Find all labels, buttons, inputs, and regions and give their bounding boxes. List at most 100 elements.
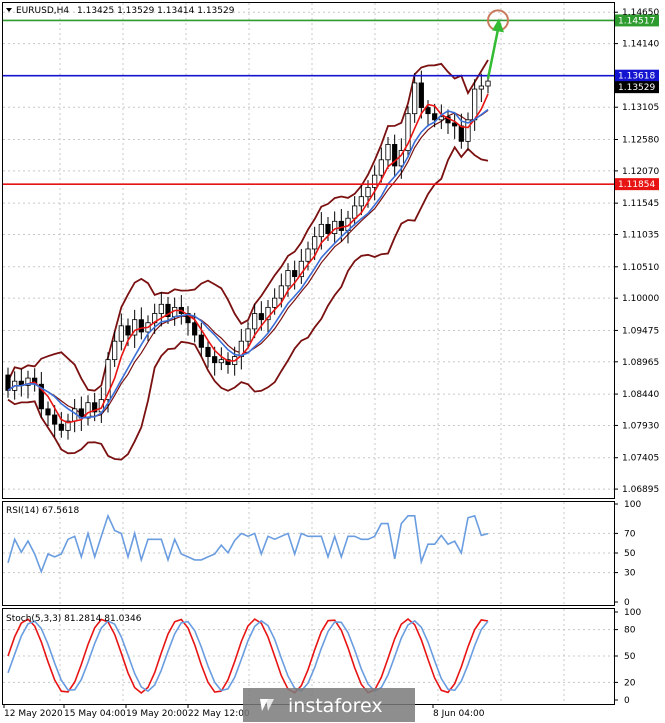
current-price-tag [615, 81, 659, 94]
bull-candle [485, 80, 491, 87]
fast-ma-line [7, 93, 489, 424]
bear-candle [392, 144, 398, 167]
upper-band-line [7, 59, 489, 392]
rsi-indicator: 100 70 50 30 0 [3, 500, 641, 608]
bull-candle [118, 325, 124, 342]
bear-candle [165, 303, 171, 318]
y-tick-label: 70 [624, 529, 636, 539]
bear-candle [418, 82, 424, 108]
y-tick-label: 80 [624, 626, 636, 636]
arrow-head [492, 18, 504, 33]
x-tick-label: 15 May 04:00 [64, 709, 126, 719]
bull-candle [358, 196, 364, 207]
bear-candle [58, 423, 64, 431]
y-tick-label: 50 [624, 652, 636, 662]
target-arrow [486, 9, 509, 79]
bear-candle [425, 107, 431, 115]
bull-candle [265, 306, 271, 321]
ohlc-label: 1.13425 1.13529 1.13414 1.13529 [77, 6, 235, 16]
bear-candle [212, 356, 218, 364]
bear-candle [338, 220, 344, 231]
bull-candle [332, 220, 338, 234]
bull-candle [132, 319, 138, 336]
y-tick-label: 1.13105 [622, 103, 659, 113]
resistance-tag [615, 69, 659, 82]
x-tick-label: 22 May 12:00 [188, 709, 250, 719]
bear-candle [258, 313, 264, 321]
bull-candle [312, 236, 318, 250]
x-tick-label: 8 Jun 04:00 [433, 709, 485, 719]
support-label: 1.11854 [618, 180, 655, 190]
time-axis: 12 May 2020 15 May 04:00 19 May 20:00 22 Ma… [3, 704, 485, 719]
main-line [7, 617, 489, 695]
bull-candle [478, 85, 484, 90]
watermark-text: instaforex [288, 695, 383, 717]
resistance-target-tag [615, 14, 659, 27]
bull-candle [25, 377, 31, 386]
bear-candle [452, 122, 458, 127]
y-tick-label: 1.12070 [622, 167, 659, 177]
bull-candle [272, 297, 278, 308]
bear-candle [125, 325, 131, 336]
y-tick-label: 1.14650 [622, 8, 659, 18]
y-tick-label: 1.08440 [622, 390, 659, 400]
y-tick-label: 1.14140 [622, 40, 659, 50]
bear-candle [185, 313, 191, 324]
bear-candle [432, 113, 438, 121]
bull-candle [318, 223, 324, 238]
bull-candle [465, 119, 471, 142]
price-axis: 1.14650 1.14140 1.13105 1.12580 1.12070 1.115… [614, 8, 659, 495]
y-tick-label: 0 [624, 598, 630, 608]
bear-candle [5, 374, 11, 391]
bull-candle [298, 260, 304, 278]
bear-candle [192, 322, 198, 336]
y-tick-label: 1.07930 [622, 421, 659, 431]
bull-candle [352, 205, 358, 219]
y-tick-label: 30 [624, 569, 636, 579]
current-price-label: 1.13529 [618, 83, 655, 93]
bull-candle [245, 328, 251, 342]
y-tick-label: 1.12580 [622, 136, 659, 146]
bear-candle [52, 414, 58, 425]
bear-candle [45, 408, 51, 416]
bull-candle [105, 359, 111, 401]
support-tag [615, 178, 659, 191]
bull-candle [365, 187, 371, 198]
y-tick-label: 1.06895 [622, 485, 659, 495]
moving-averages [7, 93, 489, 424]
resistance-label: 1.13618 [618, 72, 655, 82]
arrow-shaft [486, 29, 500, 79]
bull-candle [412, 82, 418, 115]
bear-candle [205, 346, 211, 357]
y-tick-label: 1.07405 [622, 454, 659, 464]
y-tick-label: 50 [624, 549, 636, 559]
price-levels: 1.14517 1.13618 1.11854 1.13529 [3, 14, 659, 191]
bear-candle [138, 319, 144, 333]
x-tick-label: 12 May 2020 [4, 709, 63, 719]
dropdown-icon[interactable] [6, 8, 12, 12]
bull-candle [112, 340, 118, 361]
bear-candle [225, 359, 231, 365]
bull-candle [305, 248, 311, 262]
stochastic-indicator: 100 80 50 20 0 [3, 608, 641, 706]
y-tick-label: 1.11545 [622, 199, 659, 209]
y-tick-label: 1.10000 [622, 294, 659, 304]
y-tick-label: 1.11035 [622, 231, 659, 241]
bull-candle [378, 159, 384, 176]
bear-candle [292, 270, 298, 278]
bull-candle [278, 285, 284, 299]
bear-candle [325, 223, 331, 234]
bull-candle [218, 359, 224, 364]
bull-candle [238, 340, 244, 357]
y-tick-label: 0 [624, 696, 630, 706]
lower-band-line [7, 145, 489, 461]
y-tick-label: 100 [624, 500, 641, 510]
bull-candle [385, 144, 391, 161]
bull-candle [252, 313, 258, 330]
bull-candle [285, 270, 291, 287]
bear-candle [458, 125, 464, 142]
bull-candle [85, 402, 91, 419]
bear-candle [198, 334, 204, 348]
slow-ma-line [7, 108, 489, 419]
